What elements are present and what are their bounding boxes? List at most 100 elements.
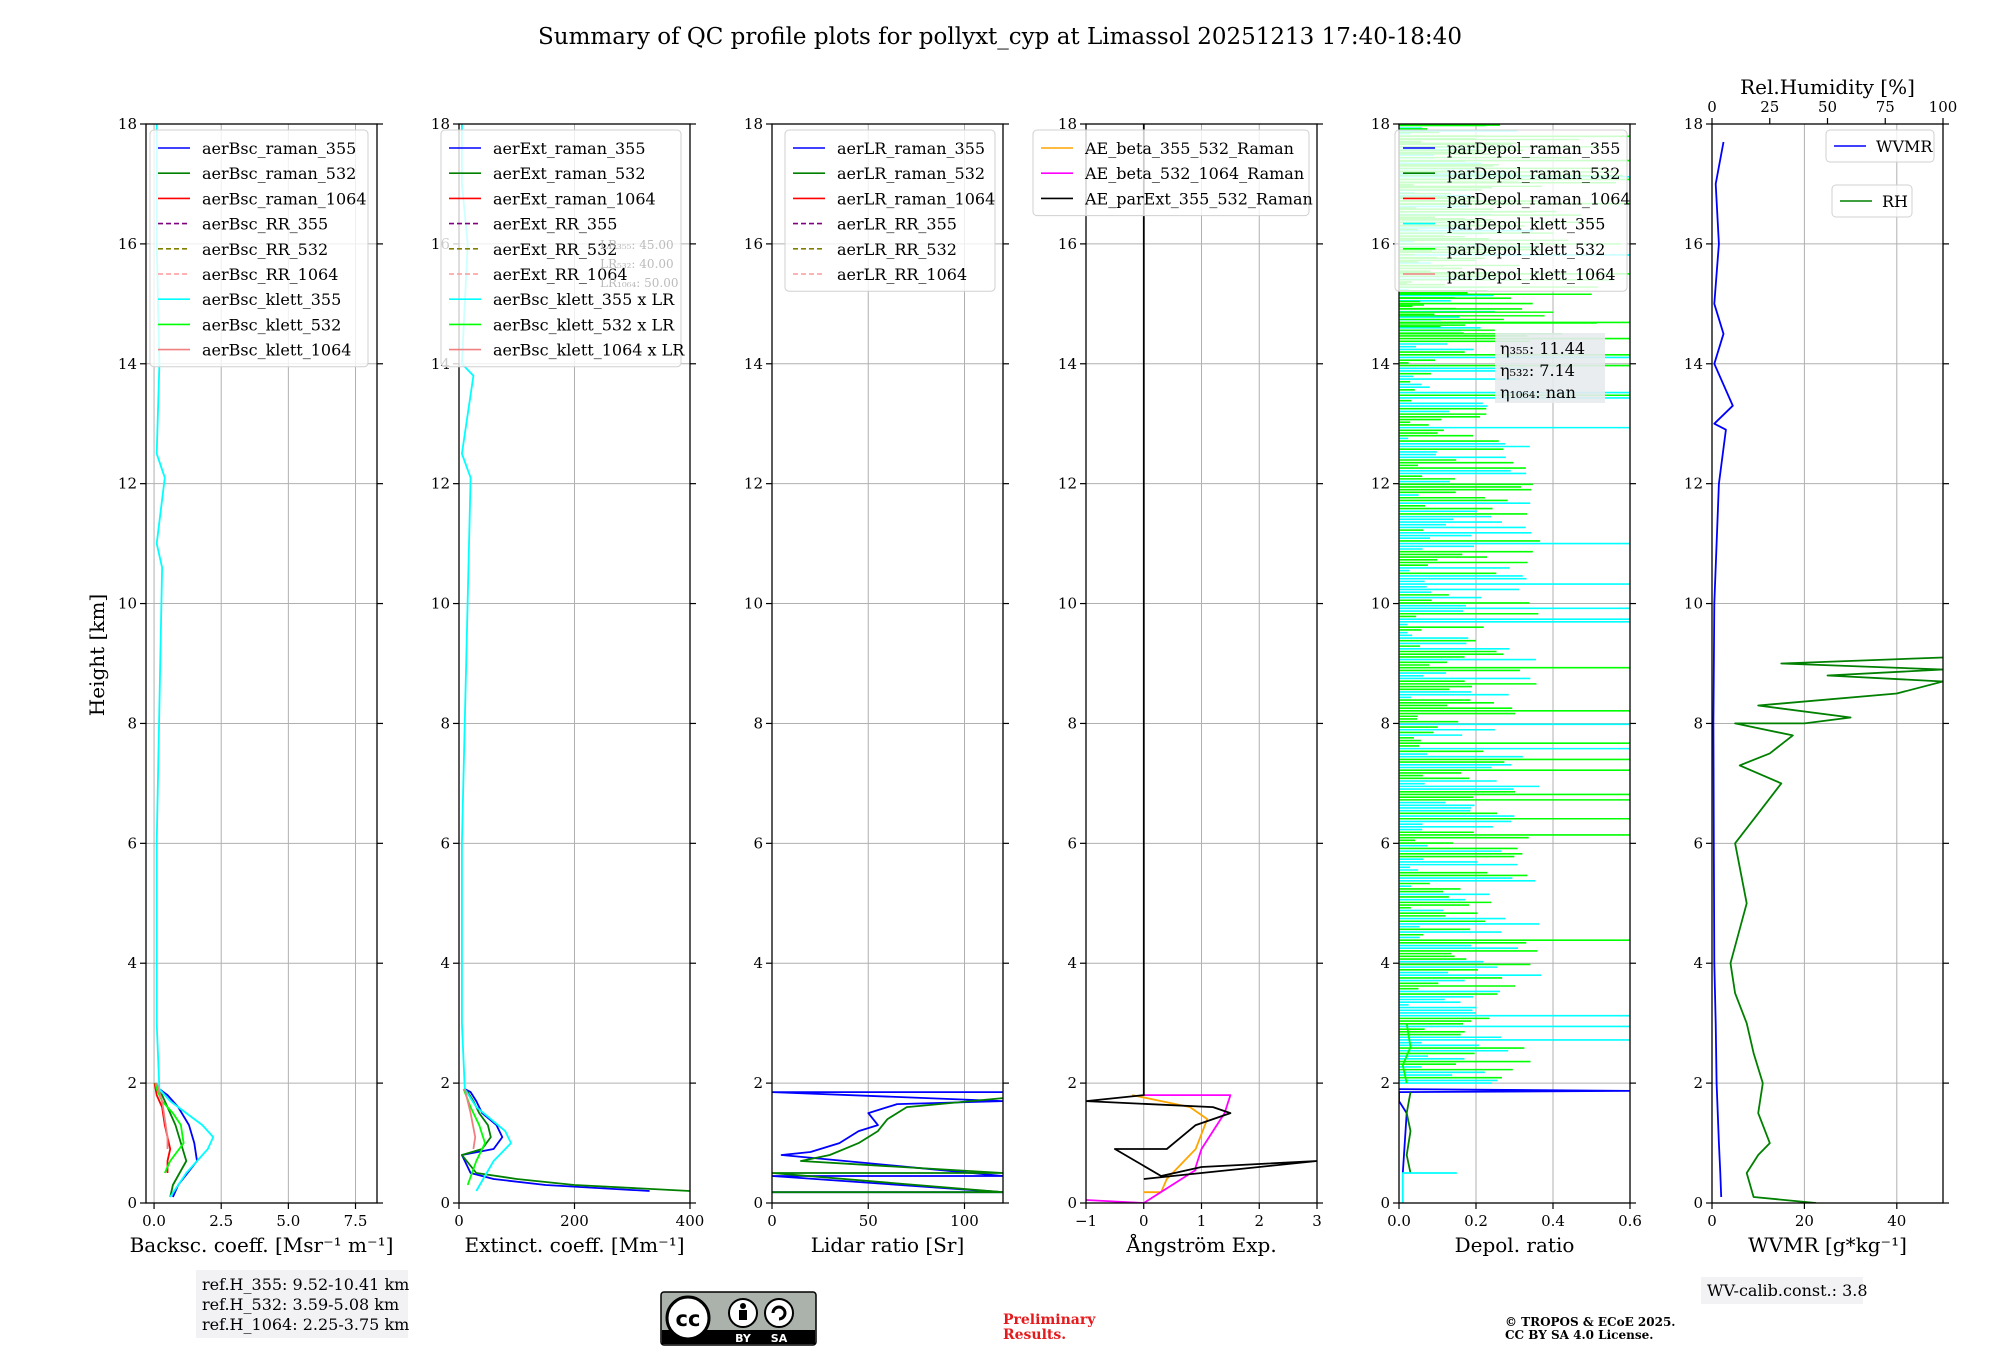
x-tick-label: 0.0 — [1387, 1212, 1411, 1230]
y-tick-label: 2 — [440, 1074, 450, 1092]
legend-label: aerExt_RR_1064 — [493, 265, 628, 284]
x-axis-label-bsc: Backsc. coeff. [Msr⁻¹ m⁻¹] — [130, 1233, 394, 1257]
sa-icon — [764, 1298, 794, 1328]
x-tick-label: 0 — [454, 1212, 464, 1230]
y-tick-label: 10 — [1058, 595, 1077, 613]
y-tick-label: 2 — [753, 1074, 763, 1092]
x-tick-label: 0 — [1707, 1212, 1717, 1230]
x-tick-label: 400 — [676, 1212, 705, 1230]
x-tick-label: 50 — [859, 1212, 878, 1230]
series-line-parDepol_klett_355 — [1401, 1172, 1457, 1203]
y-tick-label: 18 — [1058, 115, 1077, 133]
eta-value: η₃₅₅: 11.44 — [1500, 339, 1585, 358]
top-axis-label: Rel.Humidity [%] — [1740, 75, 1915, 99]
ref-height-532: ref.H_532: 3.59-5.08 km — [202, 1295, 399, 1314]
legend-label: parDepol_klett_355 — [1447, 215, 1605, 234]
y-tick-label: 14 — [1058, 355, 1077, 373]
y-tick-label: 12 — [118, 475, 137, 493]
sa-label: SA — [771, 1332, 788, 1345]
y-tick-label: 0 — [1380, 1194, 1390, 1212]
y-tick-label: 14 — [1371, 355, 1390, 373]
y-tick-label: 16 — [744, 235, 763, 253]
y-tick-label: 12 — [744, 475, 763, 493]
y-tick-label: 12 — [1371, 475, 1390, 493]
legend-label: aerLR_raman_355 — [837, 139, 985, 158]
legend-ext: aerExt_raman_355 aerExt_raman_532 aerExt_r… — [440, 129, 685, 368]
axes-frame — [1398, 123, 1631, 1204]
series-line-parDepol_raman_355 — [1399, 1088, 1630, 1174]
legend-label: parDepol_klett_1064 — [1447, 265, 1616, 284]
legend-lr: aerLR_raman_355 aerLR_raman_532 aerLR_rama… — [784, 129, 996, 292]
series-line-parDepol_raman_532 — [1405, 1091, 1412, 1174]
y-tick-label: 2 — [127, 1074, 137, 1092]
legend-label: parDepol_raman_1064 — [1447, 189, 1631, 208]
x-tick-label: 100 — [950, 1212, 979, 1230]
y-tick-label: 16 — [1371, 235, 1390, 253]
legend-ae: AE_beta_355_532_Raman AE_beta_532_1064_Ra… — [1032, 129, 1313, 217]
ref-height-355: ref.H_355: 9.52-10.41 km — [202, 1275, 409, 1294]
x-tick-label: 3 — [1312, 1212, 1322, 1230]
panel-lr: 0 2 4 6 8 10 12 14 16 18 0 50 100 Lidar ratio [Sr] aer… — [744, 115, 1009, 1257]
wv-calib-box: WV-calib.const.: 3.8 — [1701, 1277, 1868, 1304]
axes-frame — [145, 123, 378, 1204]
series-line-aerExt_raman_355 — [460, 1088, 650, 1192]
legend-label: aerBsc_RR_532 — [202, 240, 328, 259]
x-tick-label: 200 — [560, 1212, 589, 1230]
series-line-aerBsc_klett_532 — [154, 1082, 185, 1174]
y-tick-label: 8 — [440, 714, 450, 732]
x-tick-label: 0 — [1139, 1212, 1149, 1230]
legend-label: aerBsc_klett_355 x LR — [493, 290, 675, 309]
y-tick-label: 16 — [118, 235, 137, 253]
x-tick-label: 20 — [1795, 1212, 1814, 1230]
cc-icon — [665, 1295, 711, 1341]
x-tick-label: 2.5 — [209, 1212, 233, 1230]
series-line-parDepol_klett_532 — [1401, 1023, 1412, 1084]
legend-label: aerLR_RR_355 — [837, 215, 957, 234]
legend-label: aerExt_raman_532 — [493, 164, 646, 183]
top-x-tick-label: 25 — [1760, 98, 1779, 116]
y-tick-label: 8 — [1067, 714, 1077, 732]
y-tick-label: 0 — [1067, 1194, 1077, 1212]
y-tick-label: 6 — [1380, 834, 1390, 852]
x-axis-label-ext: Extinct. coeff. [Mm⁻¹] — [464, 1233, 684, 1257]
x-tick-label: 2 — [1254, 1212, 1264, 1230]
legend-label: aerBsc_raman_355 — [202, 139, 356, 158]
x-axis-label-wv: WVMR [g*kg⁻¹] — [1748, 1233, 1907, 1257]
y-tick-label: 10 — [744, 595, 763, 613]
y-tick-label: 2 — [1693, 1074, 1703, 1092]
y-tick-label: 6 — [1067, 834, 1077, 852]
y-tick-label: 6 — [753, 834, 763, 852]
eta-box: η₃₅₅: 11.44 η₅₃₂: 7.14 η₁₀₆₄: nan — [1495, 333, 1605, 403]
legend-box — [440, 129, 682, 368]
x-tick-label: 7.5 — [344, 1212, 368, 1230]
panel-depol: 0 2 4 6 8 10 12 14 16 18 0.0 0.2 0.4 0.6 Depol. ratio p… — [1371, 115, 1642, 1257]
legend-label: aerExt_RR_532 — [493, 240, 617, 259]
legend-box — [1394, 129, 1628, 292]
legend-label: aerBsc_RR_355 — [202, 215, 328, 234]
y-tick-label: 4 — [1380, 954, 1390, 972]
y-tick-label: 6 — [440, 834, 450, 852]
legend-label: aerLR_raman_532 — [837, 164, 985, 183]
series-line-aerBsc_klett_1064 — [155, 1082, 169, 1149]
legend-label: parDepol_raman_355 — [1447, 139, 1620, 158]
y-tick-label: 16 — [1058, 235, 1077, 253]
legend-label: aerBsc_klett_532 — [202, 315, 341, 334]
legend-label: aerLR_RR_532 — [837, 240, 957, 259]
y-tick-label: 8 — [127, 714, 137, 732]
legend-box — [784, 129, 996, 292]
preliminary-line-1: Preliminary — [1003, 1312, 1096, 1328]
plot-area-wv — [1712, 141, 1943, 1203]
copyright-line-2: CC BY SA 4.0 License. — [1505, 1328, 1653, 1342]
legend-label: aerExt_RR_355 — [493, 215, 617, 234]
x-tick-label: 0.6 — [1618, 1212, 1642, 1230]
legend-depol: parDepol_raman_355 parDepol_raman_532 parD… — [1394, 129, 1631, 292]
legend-bsc: aerBsc_raman_355 aerBsc_raman_532 aerBsc_r… — [149, 129, 369, 368]
top-x-tick-label: 75 — [1876, 98, 1895, 116]
y-tick-label: 8 — [1380, 714, 1390, 732]
cc-license-badge: cc BY SA — [660, 1291, 817, 1346]
axes-frame — [771, 123, 1004, 1204]
